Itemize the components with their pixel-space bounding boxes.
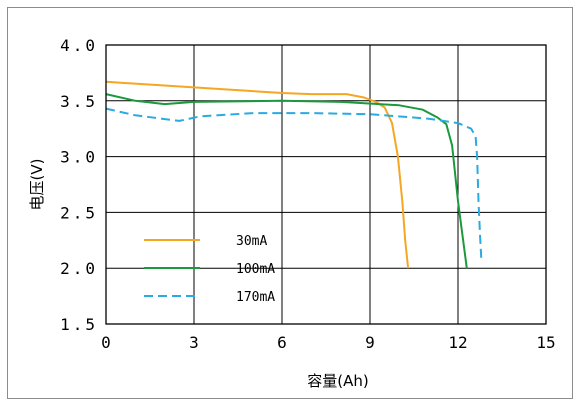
y-tick-label-4: 3.5 xyxy=(60,92,98,111)
legend: 30mA 100mA 170mA xyxy=(144,234,275,305)
x-tick-label-2: 6 xyxy=(277,333,287,352)
plot-area-border xyxy=(105,44,547,325)
x-tick-label-3: 9 xyxy=(365,333,375,352)
y-tick-label-2: 2.5 xyxy=(60,203,98,222)
series-lines xyxy=(105,80,483,269)
x-tick-labels: 0 3 6 9 12 15 xyxy=(101,333,555,352)
series-line-30mA xyxy=(105,80,410,269)
legend-label-30mA: 30mA xyxy=(236,234,267,249)
series-line-100mA xyxy=(105,93,468,269)
y-tick-label-3: 3.0 xyxy=(60,148,98,167)
series-line-170mA xyxy=(105,107,483,263)
x-tick-label-0: 0 xyxy=(101,333,111,352)
legend-label-170mA: 170mA xyxy=(236,290,275,305)
x-tick-label-4: 12 xyxy=(448,333,467,352)
y-tick-labels: 1.5 2.0 2.5 3.0 3.5 4.0 xyxy=(60,36,98,334)
y-axis-label: 电压(V) xyxy=(28,159,46,211)
y-tick-label-5: 4.0 xyxy=(60,36,98,55)
y-tick-label-0: 1.5 xyxy=(60,315,98,334)
x-tick-label-1: 3 xyxy=(189,333,199,352)
legend-label-100mA: 100mA xyxy=(236,262,275,277)
x-axis-label: 容量(Ah) xyxy=(307,372,368,390)
y-tick-label-1: 2.0 xyxy=(60,259,98,278)
chart-frame xyxy=(7,7,573,399)
x-tick-label-5: 15 xyxy=(536,333,555,352)
